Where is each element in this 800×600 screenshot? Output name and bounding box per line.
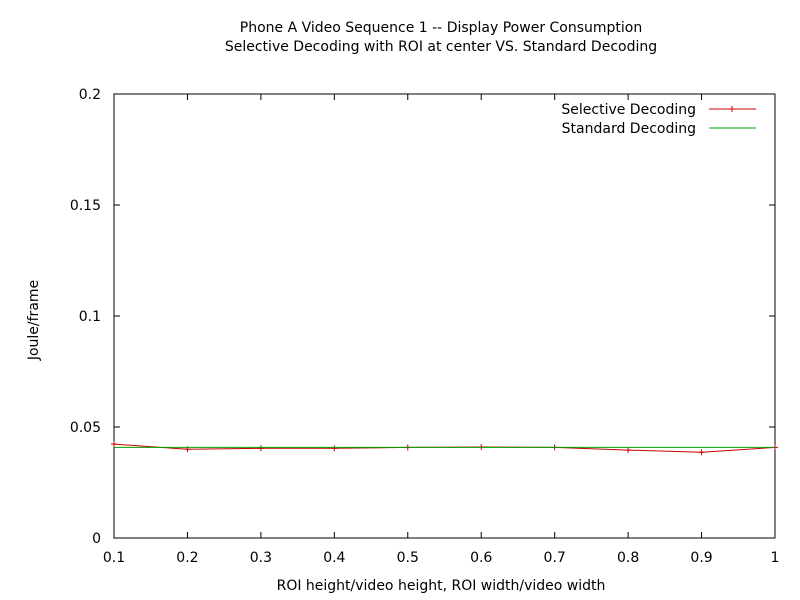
x-axis: 0.1 0.2 0.3 0.4 0.5 0.6 0.7 0.8 0.9 1 (103, 94, 780, 566)
legend: Selective Decoding Standard Decoding (561, 102, 756, 137)
selective-decoding-point (625, 447, 632, 454)
selective-decoding-point (698, 449, 705, 456)
legend-label-standard-decoding: Standard Decoding (562, 121, 696, 137)
selective-decoding-point (331, 445, 338, 452)
x-tick-label: 0.5 (397, 550, 419, 566)
selective-decoding-point (257, 445, 264, 452)
chart-subtitle: Selective Decoding with ROI at center VS… (225, 39, 657, 55)
x-axis-label: ROI height/video height, ROI width/video… (277, 578, 606, 594)
y-axis-label: Joule/frame (26, 280, 42, 361)
y-tick-label: 0.2 (79, 87, 101, 103)
selective-decoding-point (111, 441, 117, 448)
x-tick-label: 0.2 (176, 550, 198, 566)
x-tick-label: 0.1 (103, 550, 125, 566)
y-tick-label: 0 (92, 531, 101, 547)
x-tick-label: 0.3 (250, 550, 272, 566)
x-tick-label: 0.8 (617, 550, 639, 566)
series-layer (111, 441, 778, 456)
x-tick-label: 0.6 (470, 550, 492, 566)
y-tick-label: 0.15 (70, 198, 101, 214)
x-tick-label: 0.4 (323, 550, 345, 566)
x-tick-label: 0.9 (690, 550, 712, 566)
y-axis: 0 0.05 0.1 0.15 0.2 (70, 87, 775, 547)
chart-title: Phone A Video Sequence 1 -- Display Powe… (240, 20, 643, 36)
selective-decoding-line (113, 443, 776, 453)
y-tick-label: 0.05 (70, 420, 101, 436)
y-tick-label: 0.1 (79, 309, 101, 325)
plot-frame (113, 93, 776, 539)
legend-label-selective-decoding: Selective Decoding (561, 102, 696, 118)
x-tick-label: 0.7 (544, 550, 566, 566)
x-tick-label: 1 (771, 550, 780, 566)
